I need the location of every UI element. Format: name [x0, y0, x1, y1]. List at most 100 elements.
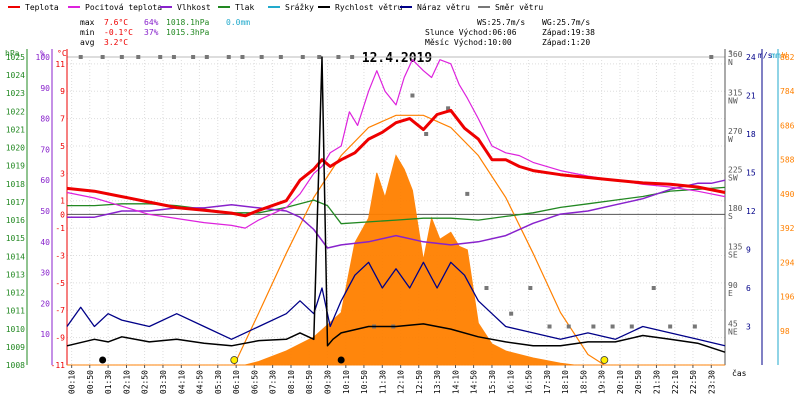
- wind-speed-line: [66, 56, 726, 353]
- wind-direction-point: [171, 55, 176, 59]
- legend-label: Teplota: [25, 3, 59, 12]
- pressure-tick-label: 1024: [6, 71, 25, 80]
- solar-tick-label: 196: [780, 293, 795, 302]
- x-tick-label: 04:10: [177, 370, 186, 394]
- x-tick-label: 14:10: [451, 370, 460, 394]
- x-tick-label: 03:30: [159, 370, 168, 394]
- wind-direction-point: [610, 324, 615, 329]
- direction-tick-name: S: [728, 212, 733, 221]
- x-tick-label: 16:50: [524, 370, 533, 394]
- direction-tick-name: W: [728, 135, 733, 144]
- temp-tick-label: -11: [51, 361, 66, 370]
- direction-tick-name: NW: [728, 97, 738, 106]
- pressure-tick-label: 1022: [6, 107, 25, 116]
- x-tick-label: 02:50: [141, 370, 150, 394]
- sun-moon-info: WS:25.7m/s WG:25.7m/s Slunce Východ:06:06 Z…: [425, 18, 595, 47]
- plot-area: [66, 55, 726, 366]
- x-tick-label: 02:10: [122, 370, 131, 394]
- x-tick-label: 08:50: [305, 370, 314, 394]
- wind-direction-point: [336, 55, 341, 59]
- solar-tick-label: 98: [780, 327, 790, 336]
- wind-direction-point: [709, 55, 714, 59]
- temp-tick-label: -5: [55, 279, 65, 288]
- x-tick-label: 09:30: [323, 370, 332, 394]
- axes: hPa% °C ° m/smm W102510241023102210211020101…: [5, 49, 795, 370]
- x-tick-label: 19:30: [598, 370, 607, 394]
- wind-tick-label: 15: [746, 169, 756, 178]
- info-sun-set: Západ:19:38: [542, 28, 595, 37]
- time-axis-title: čas: [732, 368, 747, 378]
- humidity-tick-label: 70: [40, 145, 50, 154]
- x-tick-label: 13:30: [433, 370, 442, 394]
- wind-direction-point: [350, 55, 355, 59]
- wind-direction-point: [158, 55, 163, 59]
- solar-tick-label: 490: [780, 190, 795, 199]
- humidity-tick-label: 60: [40, 176, 50, 185]
- pressure-tick-label: 1018: [6, 180, 25, 189]
- humidity-tick-label: 10: [40, 330, 50, 339]
- pressure-tick-label: 1011: [6, 307, 25, 316]
- wind-direction-point: [591, 324, 596, 329]
- wind-direction-point: [692, 324, 697, 329]
- pressure-axis-title: hPa: [5, 49, 20, 58]
- x-tick-label: 16:10: [506, 370, 515, 394]
- wind-tick-label: 12: [746, 207, 756, 216]
- wind-direction-point: [446, 106, 451, 111]
- x-tick-label: 12:10: [397, 370, 406, 394]
- wind-direction-point: [410, 93, 415, 98]
- wind-direction-point: [100, 55, 105, 59]
- x-tick-label: 20:10: [616, 370, 625, 394]
- stats-humidity: 64%: [144, 18, 159, 27]
- x-axis: 00:10 00:50 01:30 02:10 02:50 03:30 04:10 04:50…: [68, 365, 747, 394]
- temp-tick-label: -3: [55, 251, 65, 260]
- x-tick-label: 07:30: [269, 370, 278, 394]
- legend-label: Pocitová teplota: [85, 3, 162, 12]
- temp-tick-label: 0: [60, 210, 65, 219]
- wind-direction-point: [509, 311, 514, 316]
- direction-tick-label: 270: [728, 127, 743, 136]
- temp-tick-label: 5: [60, 142, 65, 151]
- x-tick-label: 06:10: [232, 370, 241, 394]
- wind-direction-point: [317, 55, 322, 59]
- wind-tick-label: 21: [746, 92, 756, 101]
- solar-tick-label: 686: [780, 121, 795, 130]
- info-moon-rise: Měsíc Východ:10:00: [425, 38, 512, 47]
- pressure-tick-label: 1023: [6, 89, 25, 98]
- solar-tick-label: 882: [780, 53, 795, 62]
- x-tick-label: 00:50: [86, 370, 95, 394]
- wind-tick-label: 9: [746, 246, 751, 255]
- stats-humidity: 37%: [144, 28, 159, 37]
- direction-tick-name: N: [728, 58, 733, 67]
- sun-marker: [600, 356, 609, 364]
- wind-direction-point: [204, 55, 209, 59]
- wind-direction-point: [119, 55, 124, 59]
- temp-tick-label: -9: [55, 334, 65, 343]
- temp-tick-label: 9: [60, 87, 65, 96]
- wind-tick-label: 18: [746, 130, 756, 139]
- x-tick-label: 10:50: [360, 370, 369, 394]
- info-wind-gust: WG:25.7m/s: [542, 18, 590, 27]
- temp-tick-label: -1: [55, 224, 65, 233]
- pressure-tick-label: 1020: [6, 144, 25, 153]
- direction-tick-label: 360: [728, 50, 743, 59]
- x-tick-label: 12:50: [415, 370, 424, 394]
- direction-tick-label: 45: [728, 320, 738, 329]
- x-tick-label: 11:30: [378, 370, 387, 394]
- legend-label: Rychlost větru: [335, 3, 403, 12]
- temp-axis-title: °C: [57, 49, 67, 58]
- wind-direction-point: [424, 132, 429, 136]
- legend-label: Směr větru: [495, 3, 543, 12]
- direction-tick-label: 315: [728, 89, 743, 98]
- humidity-tick-label: 50: [40, 207, 50, 216]
- x-tick-label: 05:30: [214, 370, 223, 394]
- pressure-tick-label: 1025: [6, 53, 25, 62]
- x-tick-label: 21:30: [652, 370, 661, 394]
- x-tick-label: 20:50: [634, 370, 643, 394]
- stats-row-label: max: [80, 18, 95, 27]
- pressure-tick-label: 1016: [6, 216, 25, 225]
- info-moon-set: Západ:1:20: [542, 38, 590, 47]
- pressure-tick-label: 1009: [6, 343, 25, 352]
- x-tick-label: 15:30: [488, 370, 497, 394]
- wind-gust-line: [66, 261, 726, 347]
